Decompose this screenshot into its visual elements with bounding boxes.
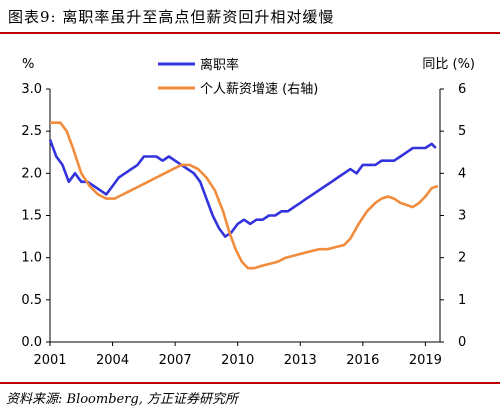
- series-lines: [48, 121, 439, 270]
- legend-label-2: 个人薪资增速 (右轴): [200, 82, 318, 97]
- y-right-tick-label: 2: [458, 251, 466, 266]
- x-tick-label: 2010: [221, 353, 254, 368]
- y-left-tick-label: 1.0: [21, 251, 42, 266]
- y-left-tick-label: 0.5: [21, 293, 42, 308]
- title-bar: 图表9: 离职率虽升至高点但薪资回升相对缓慢: [0, 0, 500, 34]
- axes: 0.0 0.5 1.0 1.5 2.0 2.5 3.0 0 1 2 3 4 5 6 2001 2004 2007…: [21, 57, 475, 368]
- series-line-2: [50, 121, 439, 270]
- y-right-tick-label: 6: [458, 82, 466, 97]
- y-left-tick-label: 3.0: [21, 82, 42, 97]
- y-left-tick-label: 2.5: [21, 124, 42, 139]
- y-right-tick-label: 1: [458, 293, 466, 308]
- y-right-tick-label: 4: [458, 166, 466, 181]
- series-line-1: [48, 139, 437, 238]
- x-tick-label: 2019: [409, 353, 442, 368]
- chart-svg: 0.0 0.5 1.0 1.5 2.0 2.5 3.0 0 1 2 3 4 5 6 2001 2004 2007…: [21, 57, 475, 368]
- x-tick-label: 2013: [284, 353, 317, 368]
- legend-label-1: 离职率: [200, 57, 239, 73]
- y-right-axis-label: 同比 (%): [422, 57, 475, 72]
- x-tick-label: 2001: [33, 353, 66, 368]
- chart-title: 图表9: 离职率虽升至高点但薪资回升相对缓慢: [8, 8, 335, 26]
- y-right-tick-label: 5: [458, 124, 466, 139]
- source-bar: 资料来源: Bloomberg, 方正证券研究所: [0, 382, 500, 411]
- y-right-tick-label: 3: [458, 209, 466, 224]
- y-left-axis-label: %: [22, 57, 34, 72]
- y-right-tick-label: 0: [458, 335, 466, 350]
- source-note: 资料来源: Bloomberg, 方正证券研究所: [6, 392, 239, 407]
- y-left-tick-label: 1.5: [21, 209, 42, 224]
- x-tick-label: 2004: [96, 353, 129, 368]
- x-tick-label: 2016: [346, 353, 379, 368]
- y-left-tick-label: 0.0: [21, 335, 42, 350]
- y-left-tick-label: 2.0: [21, 166, 42, 181]
- x-tick-label: 2007: [159, 353, 192, 368]
